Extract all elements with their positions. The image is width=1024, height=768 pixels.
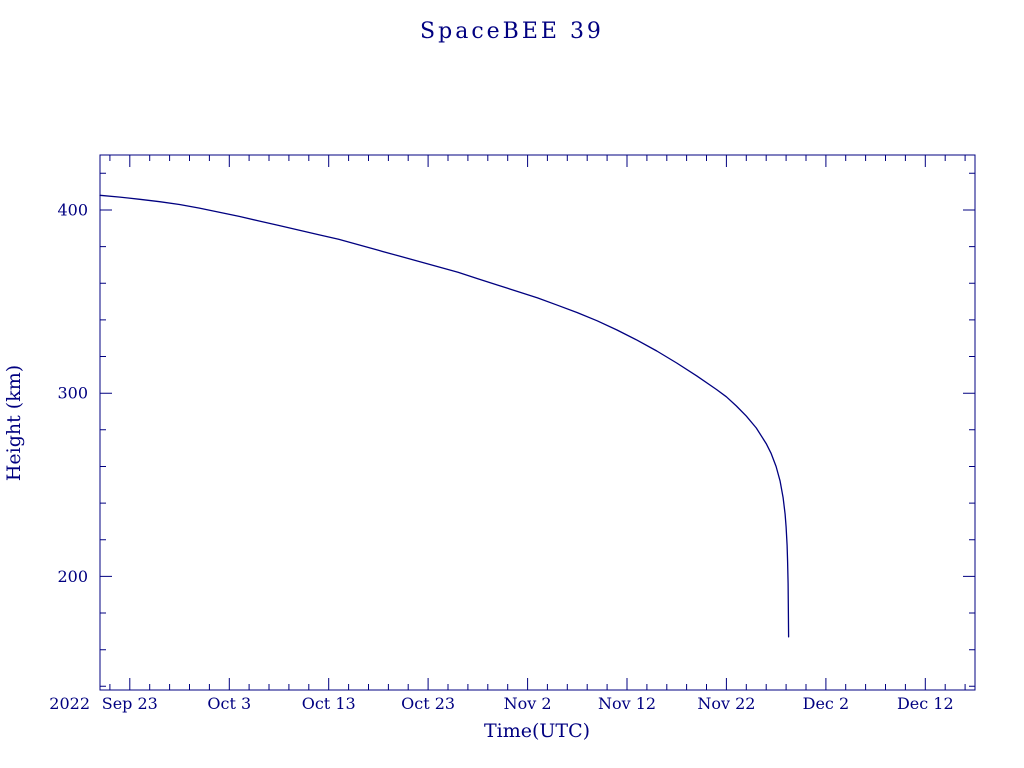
x-tick-label: Oct 23 <box>401 694 455 713</box>
x-tick-label: Nov 22 <box>697 694 755 713</box>
decay-curve <box>99 194 790 638</box>
x-axis-label: Time(UTC) <box>484 720 590 742</box>
x-tick-label: Oct 13 <box>302 694 356 713</box>
y-tick-label: 200 <box>57 567 88 586</box>
x-tick-label: Nov 12 <box>598 694 656 713</box>
x-tick-label: Sep 23 <box>102 694 158 713</box>
x-tick-label: Oct 3 <box>207 694 251 713</box>
x-tick-label: Dec 12 <box>897 694 954 713</box>
x-axis-year-label: 2022 <box>49 694 90 713</box>
chart-title: SpaceBEE 39 <box>420 19 604 44</box>
y-tick-label: 400 <box>57 201 88 220</box>
y-tick-label: 300 <box>57 384 88 403</box>
major-ticks <box>100 155 975 690</box>
minor-ticks <box>100 155 975 690</box>
x-tick-label: Nov 2 <box>504 694 552 713</box>
y-axis-label: Height (km) <box>3 365 25 481</box>
plot-border <box>99 154 976 691</box>
x-tick-label: Dec 2 <box>803 694 850 713</box>
